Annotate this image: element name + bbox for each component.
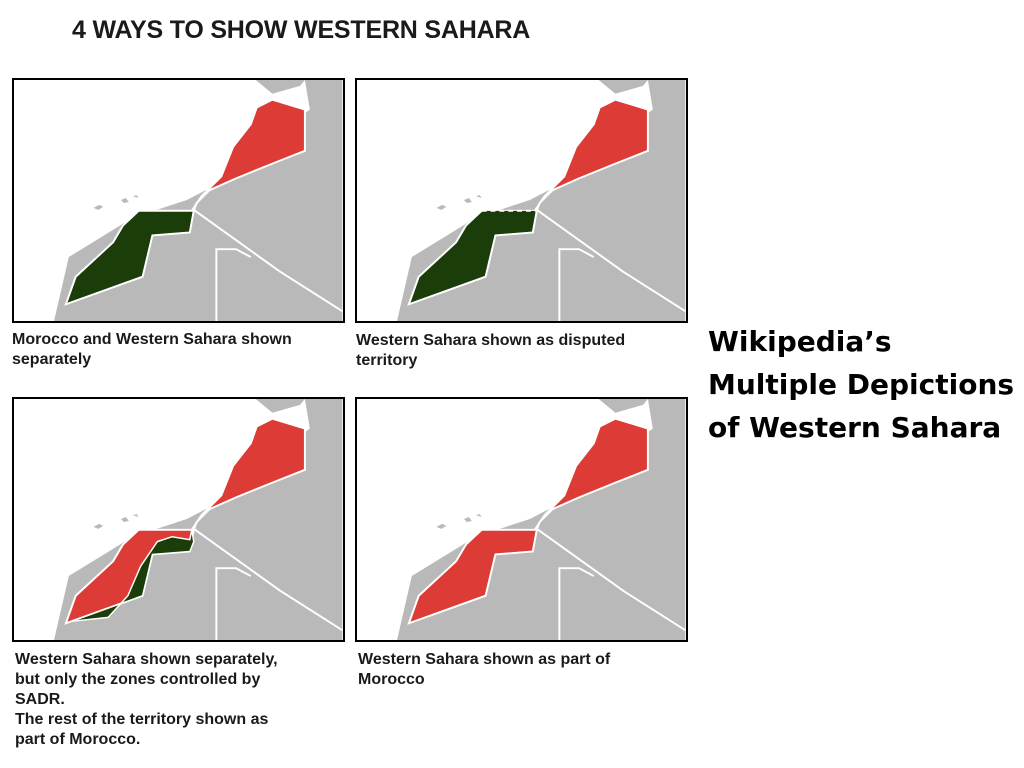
map-part-of-morocco [357,399,686,640]
map-panel-part-of-morocco [355,397,688,642]
caption-line: Western Sahara shown separately, [15,651,278,668]
map-panel-disputed [355,78,688,323]
map-separate [14,80,343,321]
caption-separate: Morocco and Western Sahara shown separat… [12,330,352,370]
caption-line: part of Morocco. [15,731,141,748]
caption-line: separately [12,351,92,368]
caption-line: SADR. [15,691,65,708]
caption-line: Morocco [358,671,425,688]
side-title: Wikipedia’s Multiple Depictions of Weste… [708,320,1014,449]
side-title-line: Multiple Depictions [708,368,1015,401]
side-title-line: of Western Sahara [708,411,1002,444]
caption-line: Western Sahara shown as disputed [356,332,626,349]
main-title: 4 WAYS TO SHOW WESTERN SAHARA [72,16,531,44]
caption-sadr-zones: Western Sahara shown separately, but onl… [15,650,355,750]
caption-line: The rest of the territory shown as [15,711,269,728]
side-title-line: Wikipedia’s [708,325,892,358]
caption-line: Western Sahara shown as part of [358,651,611,668]
map-sadr-zones [14,399,343,640]
caption-line: territory [356,352,418,369]
map-panel-sadr-zones [12,397,345,642]
caption-line: but only the zones controlled by [15,671,261,688]
map-panel-separate [12,78,345,323]
caption-line: Morocco and Western Sahara shown [12,331,292,348]
map-disputed [357,80,686,321]
caption-disputed: Western Sahara shown as disputed territo… [356,331,696,371]
caption-part-of-morocco: Western Sahara shown as part of Morocco [358,650,698,690]
